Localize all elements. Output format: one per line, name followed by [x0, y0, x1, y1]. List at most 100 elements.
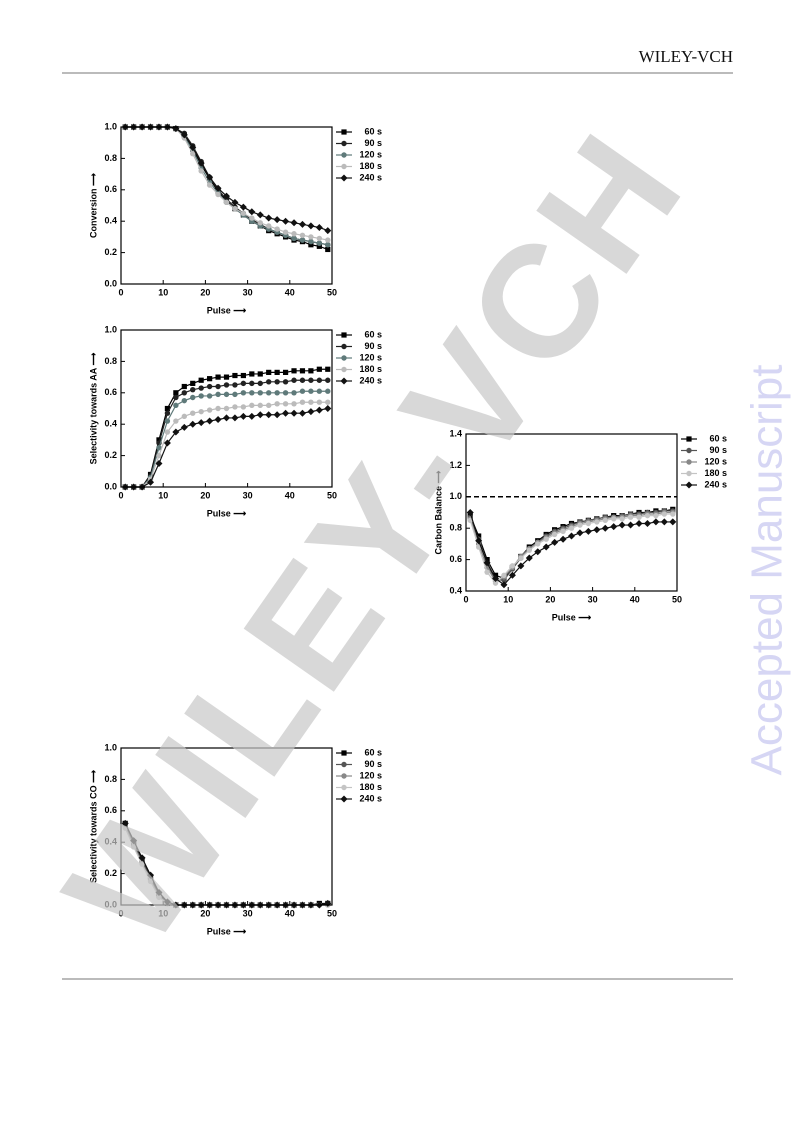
chart: 0 10 20 30 40 50 0.4 0.6 0.8 1.0 1.2 1.4 Pulse ⟶ Carb… [433, 428, 727, 622]
marker [257, 390, 263, 396]
y-tick-label: 0.8 [104, 774, 117, 784]
marker [290, 409, 298, 417]
marker [340, 795, 348, 803]
marker [611, 516, 617, 522]
marker [476, 533, 482, 539]
marker [325, 237, 331, 243]
marker [249, 402, 255, 409]
marker [308, 388, 314, 394]
marker [341, 152, 347, 158]
marker [232, 372, 238, 379]
marker [315, 406, 323, 414]
marker [239, 203, 247, 211]
marker [172, 125, 180, 133]
marker [155, 888, 163, 896]
marker [155, 459, 163, 467]
legend-label: 120 s [359, 149, 382, 159]
marker [686, 470, 692, 477]
marker [214, 184, 222, 192]
x-axis-label: Pulse ⟶ [207, 305, 247, 315]
marker [291, 368, 297, 374]
marker [601, 524, 609, 532]
charts: 0 10 20 30 40 50 0.0 0.2 0.4 0.6 0.8 1.0 Pulse ⟶ Conv… [88, 121, 727, 936]
marker [341, 355, 347, 361]
marker [231, 414, 239, 422]
x-tick-label: 30 [588, 594, 598, 604]
marker [190, 386, 196, 393]
marker [249, 215, 255, 221]
marker [266, 390, 272, 396]
marker [535, 541, 541, 547]
marker [526, 547, 532, 553]
x-tick-label: 0 [118, 490, 123, 500]
marker [282, 390, 289, 396]
y-tick-label: 0.8 [449, 523, 462, 533]
marker [518, 555, 524, 561]
plot-frame [465, 433, 678, 592]
marker [576, 529, 584, 537]
marker [257, 402, 263, 409]
marker [206, 383, 213, 390]
marker [164, 410, 171, 416]
legend-label: 180 s [359, 782, 382, 792]
y-tick-label: 1.0 [104, 121, 117, 131]
marker [308, 368, 314, 374]
marker [619, 516, 625, 522]
x-tick-label: 40 [285, 490, 295, 500]
x-tick-label: 50 [327, 490, 337, 500]
y-tick-label: 1.0 [104, 324, 117, 334]
marker [206, 182, 213, 188]
marker [181, 383, 187, 390]
marker [198, 408, 204, 415]
y-tick-label: 0.0 [104, 481, 117, 491]
x-axis-label: Pulse ⟶ [207, 508, 247, 518]
marker [307, 408, 315, 416]
marker [240, 380, 247, 387]
marker [475, 537, 483, 545]
x-tick-label: 40 [285, 287, 295, 297]
y-tick-label: 0.6 [104, 184, 117, 194]
marker [308, 238, 314, 245]
series-line [125, 126, 328, 246]
marker [266, 369, 272, 375]
marker [190, 380, 196, 386]
x-tick-label: 0 [118, 287, 123, 297]
marker [308, 234, 314, 240]
legend-label: 120 s [359, 352, 382, 362]
marker [577, 522, 583, 528]
marker [509, 563, 516, 569]
marker [517, 562, 525, 570]
marker [257, 371, 263, 377]
legend-label: 180 s [359, 161, 382, 171]
y-tick-label: 0.4 [449, 585, 462, 595]
chart: 0 10 20 30 40 50 0.0 0.2 0.4 0.6 0.8 1.0 Pulse ⟶ Sele… [88, 324, 382, 518]
legend-label: 90 s [364, 341, 382, 351]
marker [341, 343, 347, 350]
marker [325, 377, 331, 383]
marker [291, 235, 297, 242]
marker [181, 390, 187, 396]
marker [291, 231, 297, 237]
x-tick-label: 50 [327, 908, 337, 918]
marker [181, 413, 187, 420]
marker [215, 191, 221, 198]
marker [551, 531, 558, 538]
marker [282, 229, 289, 235]
marker [139, 861, 145, 867]
marker [156, 894, 162, 900]
legend-label: 120 s [359, 770, 382, 780]
x-tick-label: 10 [158, 490, 168, 500]
marker [341, 332, 347, 338]
marker [240, 390, 247, 396]
marker [299, 377, 306, 383]
legend-label: 240 s [359, 172, 382, 182]
x-axis-label: Pulse ⟶ [207, 926, 247, 936]
marker [299, 399, 306, 405]
marker [492, 580, 499, 586]
y-tick-label: 1.2 [449, 460, 462, 470]
marker [291, 390, 297, 396]
marker [173, 394, 179, 401]
marker [316, 388, 323, 394]
marker [466, 509, 474, 516]
marker [325, 246, 331, 253]
